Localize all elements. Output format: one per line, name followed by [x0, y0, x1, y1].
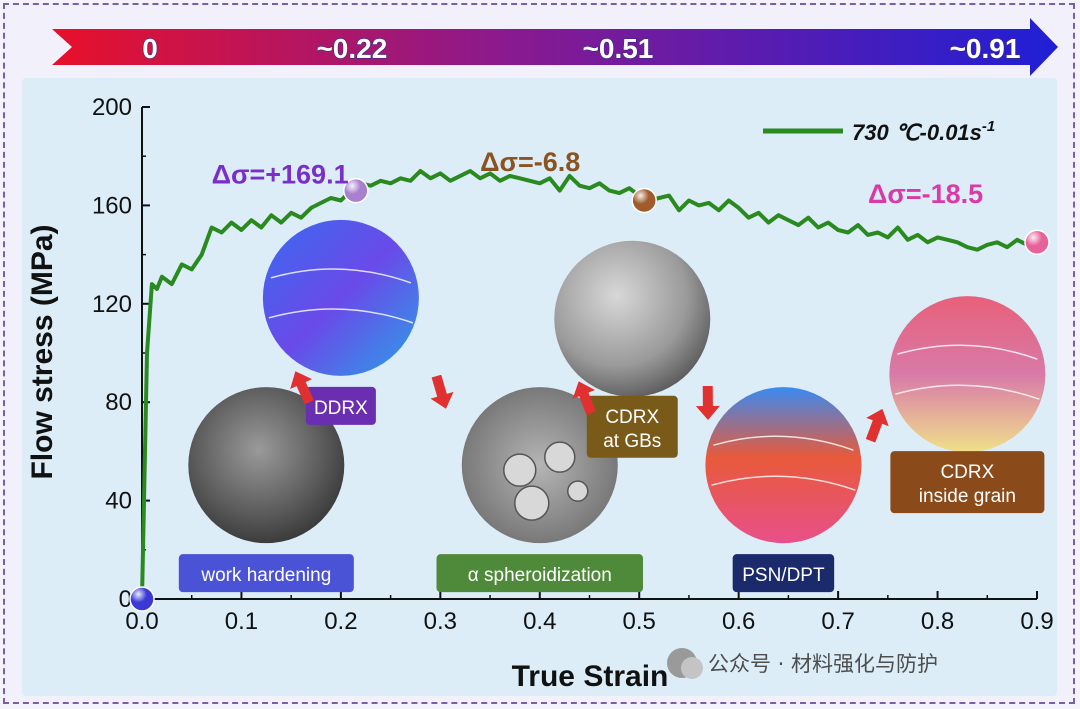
strain-arrow-shape	[52, 18, 1058, 76]
axes: 0.0 0.1 0.2 0.3 0.4 0.5 0.6 0.7 0.8 0.9 0 40 80 120 16…	[26, 94, 1054, 693]
legend-label: 730 ℃-0.01s-1	[852, 118, 995, 145]
stage-marker-highlight	[1025, 230, 1049, 255]
micrograph-image	[889, 296, 1046, 453]
grain-boundary	[268, 268, 414, 324]
particle-shape	[514, 485, 550, 521]
stage-label-box	[178, 554, 354, 593]
y-axis-title: Flow stress (MPa)	[26, 224, 59, 479]
stage-label-text: work hardening	[200, 565, 331, 586]
y-tick-label: 40	[105, 488, 132, 515]
stage-label-text: inside grain	[919, 486, 1016, 507]
stage-arrow	[695, 385, 720, 420]
x-tick-label: 0.9	[1020, 608, 1053, 635]
micrograph-image	[554, 240, 711, 397]
micrographs: work hardening DDRX α spheroidization CDRX a…	[178, 219, 1046, 593]
grain-boundary	[711, 435, 856, 491]
x-tick-label: 0.4	[523, 608, 556, 635]
stage-label-text: α spheroidization	[468, 565, 612, 586]
x-tick-label: 0.6	[722, 608, 755, 635]
x-tick-label: 0.5	[623, 608, 656, 635]
legend-label-sup: -1	[982, 118, 995, 135]
y-tick-label: 0	[119, 586, 132, 613]
series-line	[140, 169, 1038, 600]
stage-label-box	[732, 554, 835, 593]
x-tick-label: 0.3	[424, 608, 457, 635]
stage-arrow	[430, 374, 454, 409]
stage-arrow	[290, 371, 314, 405]
stage-label-text: DDRX	[314, 398, 368, 419]
stage-group: work hardening	[178, 387, 354, 593]
delta-annotations: Δσ=+169.1 Δσ=-6.8 Δσ=-18.5	[212, 147, 984, 209]
stage-group: CDRX inside grain	[889, 296, 1046, 514]
stage-markers	[129, 177, 1050, 612]
stage-group: CDRX at GBs	[554, 240, 711, 458]
stage-label-text: CDRX	[605, 407, 659, 428]
watermark: 公众号 · 材料强化与防护	[667, 648, 938, 679]
stage-marker-highlight	[632, 188, 657, 213]
stage-label-text: PSN/DPT	[742, 565, 825, 586]
delta-annotation: Δσ=-6.8	[480, 147, 580, 177]
y-tick-label: 160	[92, 192, 132, 219]
x-tick-label: 0.0	[125, 608, 158, 635]
x-tick-label: 0.1	[225, 608, 258, 635]
micrograph-image	[188, 387, 345, 544]
strain-arrow-label: 0	[142, 33, 158, 64]
legend: 730 ℃-0.01s-1	[763, 118, 995, 145]
y-tick-label: 80	[105, 389, 132, 416]
stage-label-text: at GBs	[603, 431, 661, 452]
series-line-730C	[140, 169, 1038, 600]
stage-group: PSN/DPT	[705, 387, 862, 593]
grain-boundary	[895, 344, 1040, 400]
stage-label-box	[890, 451, 1045, 514]
stage-arrow	[865, 408, 889, 443]
x-tick-label: 0.2	[324, 608, 357, 635]
watermark-text: 公众号 · 材料强化与防护	[708, 652, 938, 676]
delta-annotation: Δσ=+169.1	[212, 159, 349, 189]
stage-marker-highlight	[130, 587, 154, 611]
stage-arrows	[290, 371, 889, 443]
strain-arrow-label: ~0.51	[583, 33, 654, 64]
micrograph-image	[461, 387, 618, 544]
wechat-icon-bubble	[681, 657, 703, 679]
stage-label-box	[586, 395, 678, 458]
strain-arrow: 0 ~0.22 ~0.51 ~0.91	[52, 18, 1058, 76]
stage-label-box	[305, 386, 376, 425]
particle-shape	[567, 480, 589, 502]
x-tick-label: 0.7	[821, 608, 854, 635]
micrograph-image	[705, 387, 862, 544]
strain-arrow-label: ~0.91	[950, 33, 1021, 64]
particle-shape	[503, 453, 537, 487]
stage-label-box	[436, 554, 644, 593]
y-tick-label: 200	[92, 94, 132, 121]
stage-arrow	[572, 381, 596, 415]
strain-arrow-label: ~0.22	[316, 33, 387, 64]
particle-shape	[544, 441, 576, 473]
stage-label-text: CDRX	[940, 462, 994, 483]
x-axis-title: True Strain	[512, 660, 669, 693]
x-tick-label: 0.8	[921, 608, 954, 635]
micrograph-image	[262, 219, 419, 376]
stage-marker-highlight	[343, 178, 368, 203]
stage-group: DDRX	[262, 219, 419, 425]
delta-annotation: Δσ=-18.5	[868, 179, 983, 209]
y-tick-label: 120	[92, 291, 132, 318]
stage-group: α spheroidization	[436, 387, 644, 593]
